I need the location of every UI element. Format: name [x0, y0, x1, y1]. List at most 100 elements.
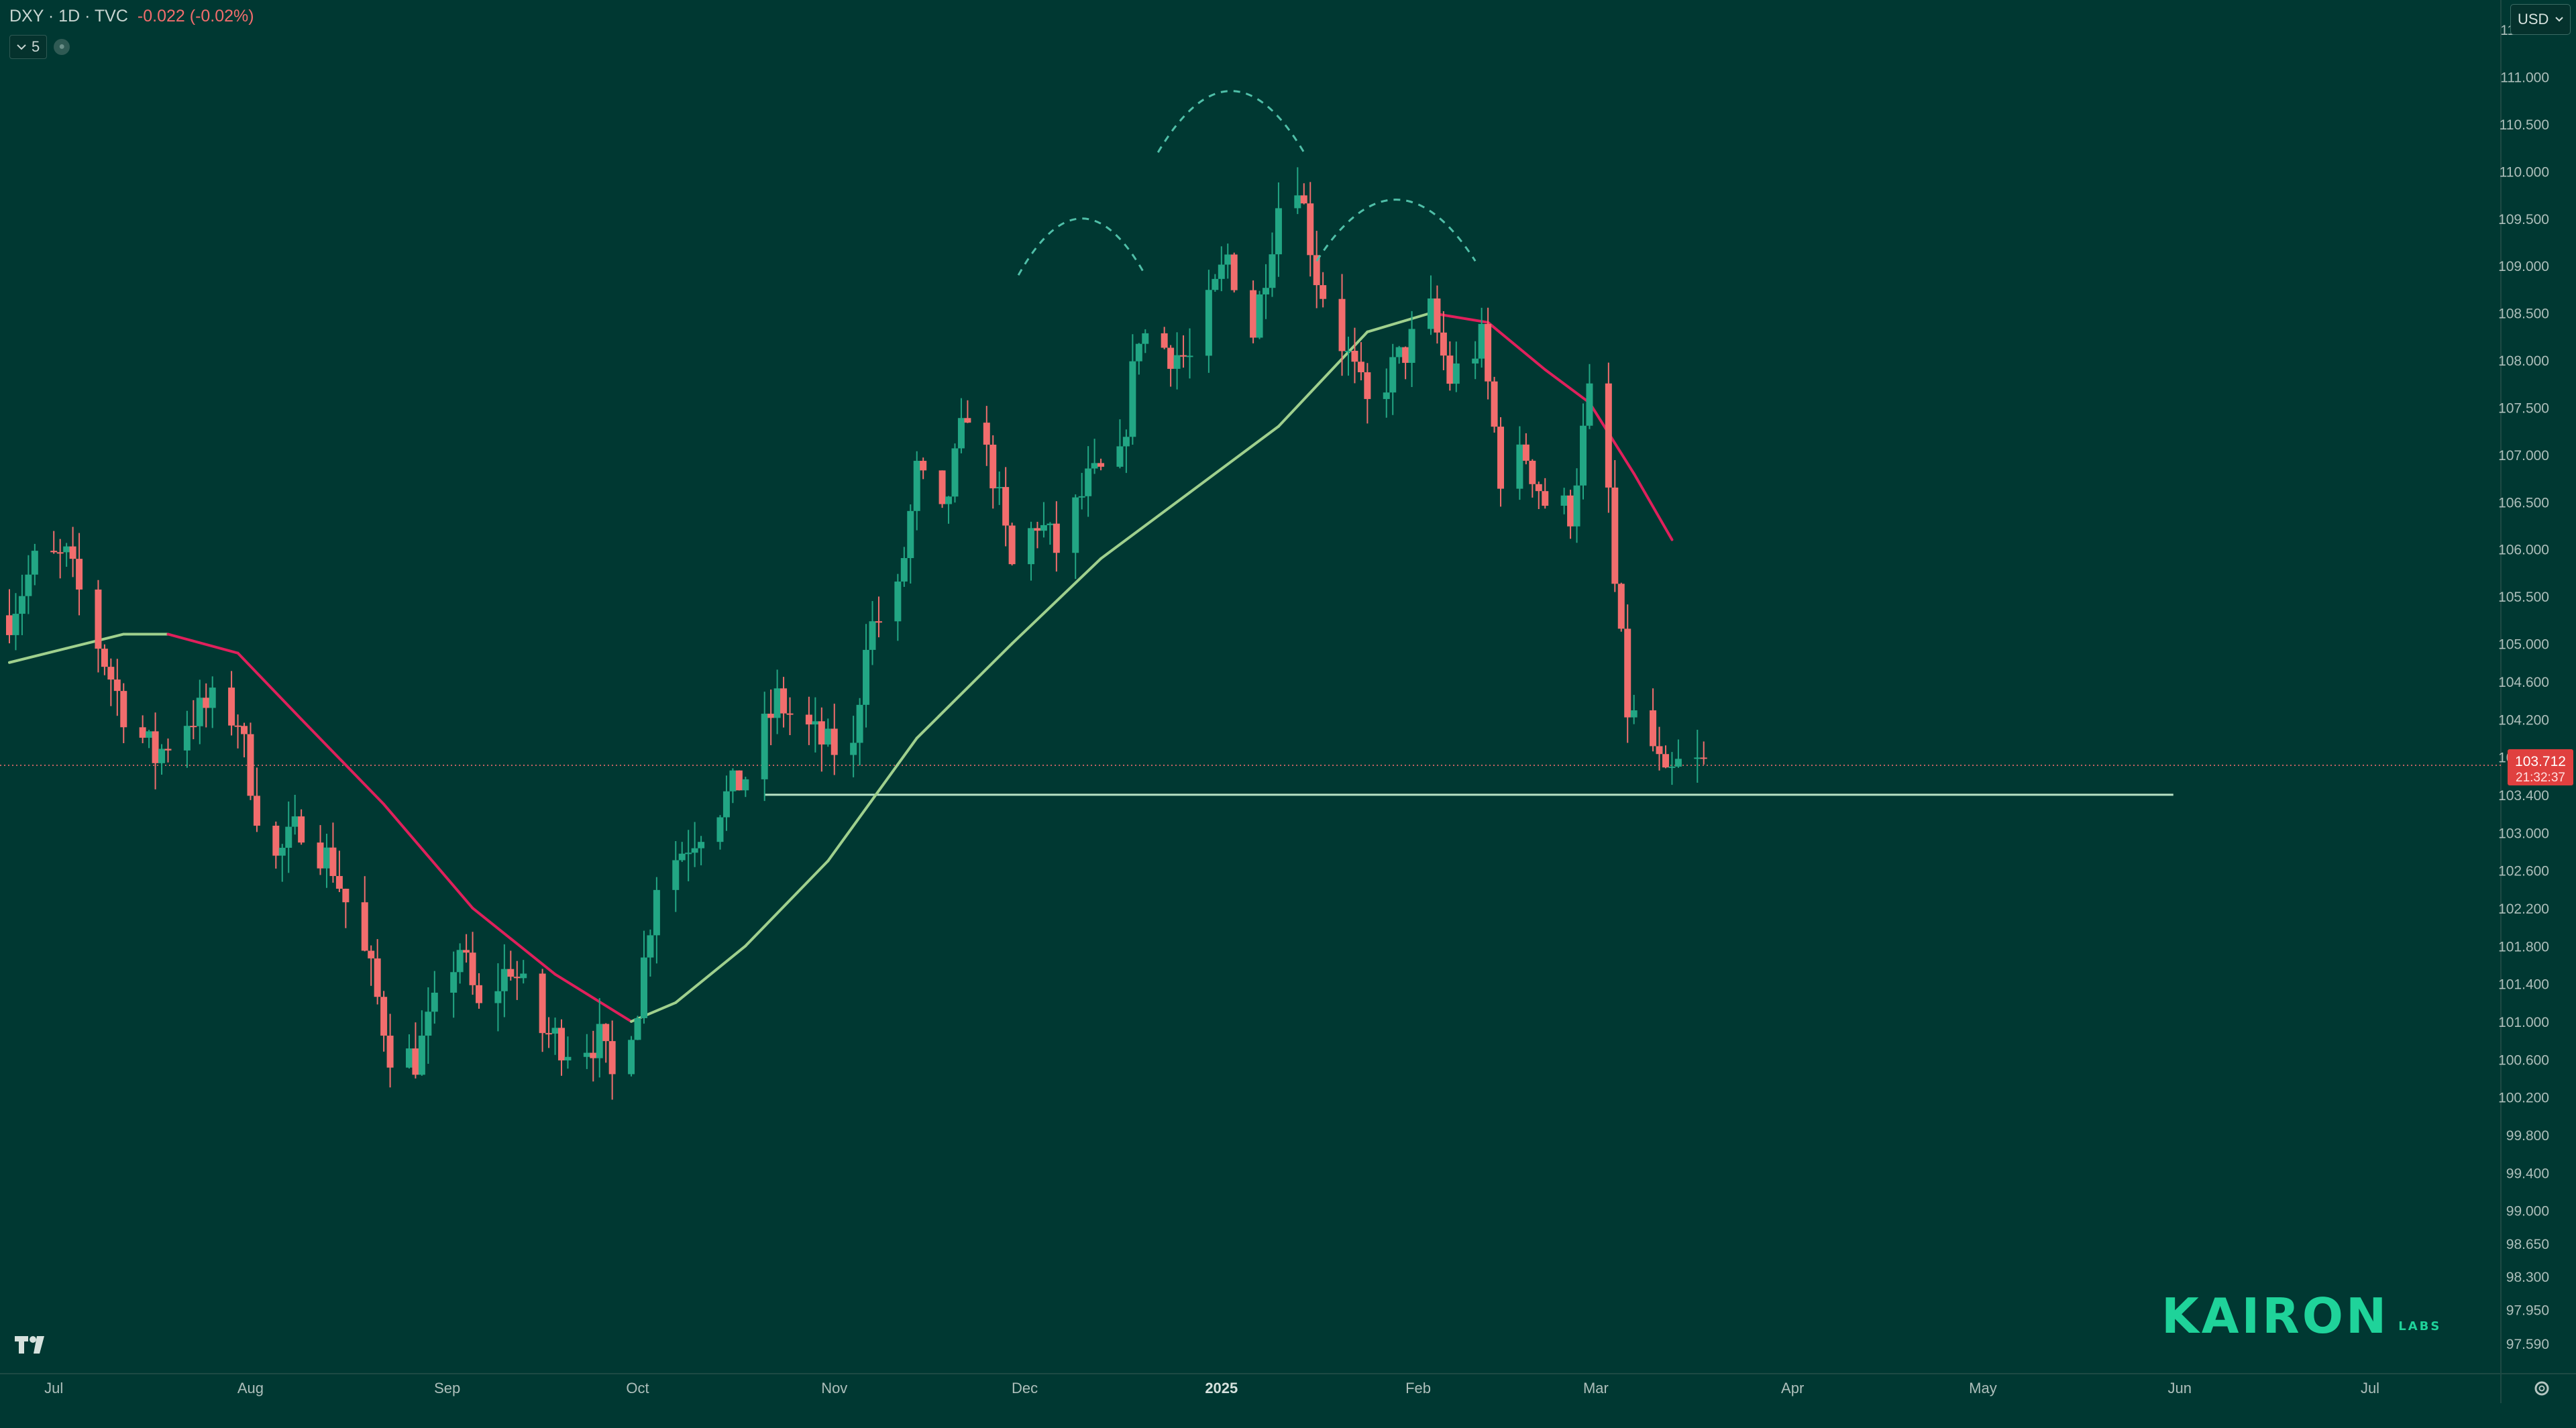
indicator-settings-icon[interactable]: ●: [54, 39, 70, 55]
y-tick-label: 97.590: [2506, 1337, 2549, 1352]
support-line[interactable]: [0, 764, 2501, 796]
candle-body: [1053, 523, 1060, 553]
candle-body: [869, 621, 876, 650]
candle-body: [1611, 487, 1619, 584]
candle-body: [31, 551, 38, 575]
y-tick-label: 109.500: [2498, 212, 2549, 227]
candle-body: [938, 470, 946, 504]
logo-name: KAIRON: [2161, 1288, 2390, 1344]
symbol-legend[interactable]: DXY · 1D · TVC -0.022 (-0.02%): [9, 7, 254, 26]
x-tick-label: Jun: [2167, 1380, 2191, 1396]
ma-segment: [744, 859, 830, 948]
currency-selector[interactable]: USD: [2510, 4, 2571, 35]
ma-segment: [166, 633, 239, 655]
pattern-arc[interactable]: [1017, 217, 1146, 276]
candle-body: [247, 734, 254, 796]
pattern-arc[interactable]: [1157, 90, 1305, 153]
ma-segment: [1277, 330, 1369, 428]
candle-body: [539, 973, 546, 1034]
price-tag-bg: [2508, 749, 2573, 785]
candle-body: [513, 977, 521, 979]
candle-body: [1313, 255, 1320, 286]
candle-body: [1097, 463, 1105, 467]
candle-body: [425, 1011, 432, 1036]
candle-body: [361, 902, 368, 951]
candle-body: [190, 726, 197, 728]
price-tag-value: 103.712: [2515, 754, 2566, 769]
candle-body: [1408, 329, 1415, 363]
candle-body: [1072, 497, 1079, 553]
candle-body: [386, 1036, 394, 1068]
candle-body: [1364, 372, 1371, 399]
candle-body: [1389, 357, 1397, 393]
indicator-count: 5: [32, 38, 40, 55]
candle-body: [628, 1040, 635, 1075]
price-axis[interactable]: 111.500111.000110.500110.000109.500109.0…: [2498, 23, 2549, 1352]
candle-body: [164, 749, 172, 751]
candle-body: [761, 714, 768, 779]
ma-segment: [471, 906, 557, 976]
candle-body: [1694, 757, 1701, 759]
candle-body: [1478, 323, 1485, 359]
ma-segment: [382, 803, 474, 910]
candle-body: [374, 958, 381, 997]
candle-body: [1427, 298, 1434, 329]
candle-body: [678, 853, 686, 861]
candlestick-series: [6, 167, 1707, 1100]
candle-body: [431, 992, 438, 1012]
candle-body: [1186, 355, 1193, 358]
candle-body: [101, 649, 108, 667]
candle-body: [1040, 525, 1047, 531]
candle-body: [18, 596, 25, 614]
x-tick-label: Jul: [44, 1380, 63, 1396]
candle-body: [1116, 446, 1124, 467]
last-price-label: 103.712 21:32:37: [2508, 749, 2573, 785]
candle-body: [228, 688, 235, 726]
symbol-title[interactable]: DXY · 1D · TVC: [9, 7, 128, 25]
x-tick-label: Apr: [1781, 1380, 1804, 1396]
gear-icon[interactable]: [2532, 1378, 2552, 1398]
candle-body: [1402, 347, 1409, 363]
y-tick-label: 105.500: [2498, 590, 2549, 605]
x-tick-label: Nov: [821, 1380, 847, 1396]
candle-body: [583, 1052, 590, 1057]
kairon-labs-logo: KAIRON LABS: [2161, 1286, 2441, 1340]
candle-body: [818, 721, 825, 745]
candle-body: [1250, 290, 1257, 338]
candle-body: [1256, 294, 1263, 338]
candle-body: [323, 847, 330, 869]
ma-segment: [674, 944, 747, 1004]
y-tick-label: 98.300: [2506, 1270, 2549, 1285]
candle-body: [913, 461, 920, 511]
candle-body: [234, 725, 241, 727]
candle-body: [1002, 487, 1010, 526]
candle-body: [469, 952, 476, 985]
candle-body: [317, 842, 324, 869]
y-tick-label: 99.800: [2506, 1128, 2549, 1144]
candle-body: [1028, 528, 1035, 565]
candle-body: [120, 691, 127, 728]
candle-body: [590, 1052, 597, 1058]
candle-body: [1046, 523, 1054, 525]
candle-body: [50, 551, 58, 553]
candle-body: [1300, 195, 1307, 204]
pattern-arc[interactable]: [1316, 199, 1477, 262]
candle-body: [1263, 288, 1270, 294]
y-tick-label: 102.600: [2498, 864, 2549, 879]
candle-body: [1135, 343, 1142, 362]
indicator-row: 5 ●: [9, 35, 70, 59]
indicators-toggle[interactable]: 5: [9, 35, 48, 59]
candle-body: [329, 847, 337, 877]
ma-segment: [553, 973, 633, 1023]
y-tick-label: 106.500: [2498, 495, 2549, 510]
candle-body: [1485, 323, 1492, 382]
head-and-shoulders-arcs[interactable]: [1017, 90, 1477, 276]
candle-body: [1180, 355, 1187, 357]
x-tick-label: May: [1969, 1380, 1997, 1396]
candle-body: [476, 985, 483, 1003]
candle-body: [691, 848, 698, 853]
tradingview-logo-icon[interactable]: [15, 1335, 51, 1355]
candle-body: [298, 816, 305, 843]
time-axis[interactable]: Jul Aug Sep Oct Nov Dec 2025 Feb Mar Apr May Jun Jul: [44, 1380, 2379, 1396]
